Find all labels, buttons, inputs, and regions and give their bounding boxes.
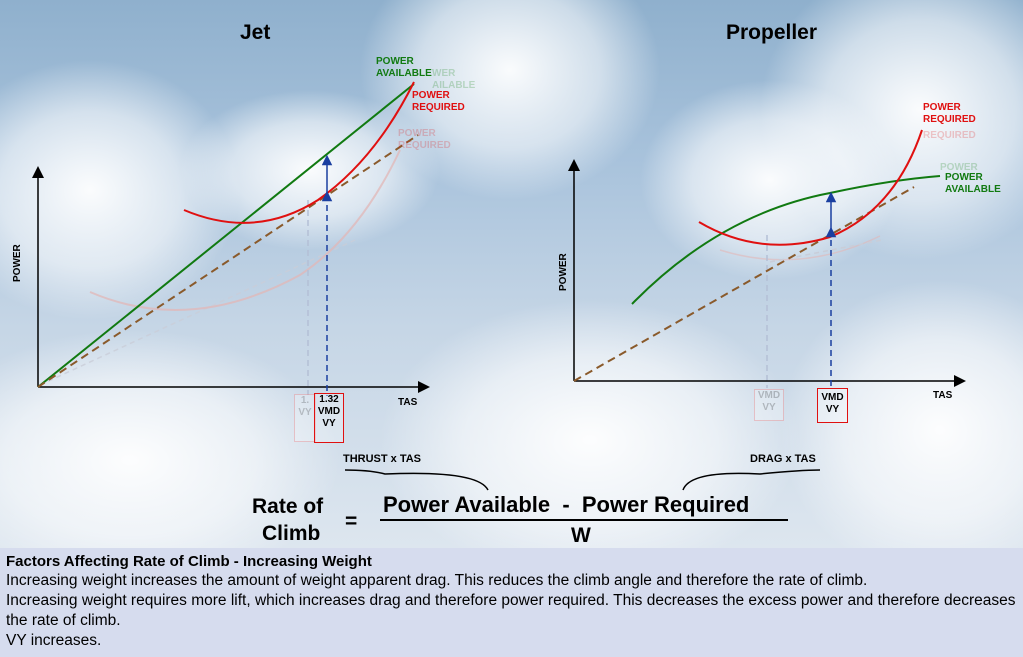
jet-tangent-line bbox=[37, 134, 419, 388]
prop-faded-vmd-label: VMD bbox=[757, 390, 781, 401]
jet-y-axis-label: POWER bbox=[12, 244, 23, 282]
rate-of-climb-diagram bbox=[32, 81, 966, 521]
jet-faded-vy-label: VY bbox=[298, 407, 312, 418]
thrust-note: THRUST x TAS bbox=[343, 453, 422, 465]
jet-power-available-line bbox=[37, 83, 415, 388]
jet-ratio-label: 1.32 bbox=[319, 394, 339, 405]
prop-power-available-curve bbox=[631, 175, 941, 305]
jet-faded-power-available bbox=[39, 239, 356, 386]
jet-x-axis-label: TAS bbox=[398, 397, 418, 408]
prop-graph bbox=[568, 129, 966, 390]
prop-faded-vy-box: VMD VY bbox=[754, 389, 784, 421]
prop-power-available-label: POWER AVAILABLE bbox=[945, 172, 1001, 195]
prop-vy-box: VMD VY bbox=[817, 388, 848, 423]
prop-faded-required-label: REQUIRED bbox=[923, 130, 976, 141]
equals-sign: = bbox=[345, 510, 358, 533]
jet-power-required-curve bbox=[183, 81, 415, 224]
jet-power-required-label: POWER REQUIRED bbox=[412, 90, 465, 113]
description-paragraph-2: Increasing weight requires more lift, wh… bbox=[6, 592, 1016, 629]
jet-vmd-label: VMD bbox=[317, 406, 341, 417]
jet-power-available-label: POWER AVAILABLE bbox=[376, 56, 432, 79]
prop-x-axis-label: TAS bbox=[933, 390, 953, 401]
prop-faded-available-label: POWER bbox=[940, 162, 978, 173]
prop-faded-vy-label: VY bbox=[762, 402, 776, 413]
jet-faded-ratio-label: 1. bbox=[300, 395, 310, 406]
rate-of-climb-label-line1: Rate of bbox=[252, 495, 324, 518]
prop-power-required-label: POWER REQUIRED bbox=[923, 102, 976, 125]
formula-numerator: Power Available - Power Required bbox=[383, 492, 750, 517]
thrust-brace bbox=[344, 469, 489, 491]
description-heading: Factors Affecting Rate of Climb - Increa… bbox=[6, 553, 372, 570]
description-paragraph-1: Increasing weight increases the amount o… bbox=[6, 572, 868, 589]
jet-faded-power-required bbox=[89, 149, 401, 311]
description-paragraph-3: VY increases. bbox=[6, 632, 102, 649]
prop-vy-label: VY bbox=[825, 404, 840, 415]
drag-note: DRAG x TAS bbox=[750, 453, 816, 465]
jet-vy-box: 1.32 VMD VY bbox=[314, 393, 344, 443]
prop-vmd-label: VMD bbox=[821, 392, 844, 403]
jet-faded-vy-box: 1. VY bbox=[294, 394, 316, 442]
formula-denominator: W bbox=[571, 524, 591, 547]
prop-y-axis-label: POWER bbox=[558, 253, 569, 291]
sky-background bbox=[0, 0, 1023, 548]
description-panel: Factors Affecting Rate of Climb - Increa… bbox=[0, 548, 1023, 657]
jet-faded-available-label: WER AILABLE bbox=[432, 68, 476, 91]
jet-faded-required-label: POWER REQUIRED bbox=[398, 128, 451, 151]
rate-of-climb-label-line2: Climb bbox=[262, 522, 321, 545]
jet-title: Jet bbox=[240, 21, 271, 44]
jet-vy-label: VY bbox=[322, 418, 336, 429]
drag-brace bbox=[682, 469, 821, 491]
prop-tangent-line bbox=[573, 186, 915, 382]
jet-graph bbox=[32, 81, 430, 396]
prop-title: Propeller bbox=[726, 21, 818, 44]
